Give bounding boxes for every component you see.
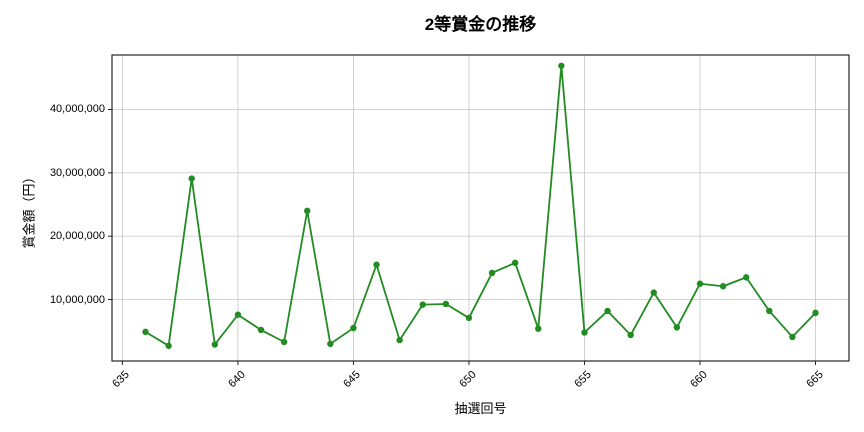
data-point-marker [165,342,172,349]
data-point-marker [581,329,588,336]
data-point-marker [234,311,242,318]
y-tick-label: 30,000,000 [49,166,105,179]
chart-title: 2等賞金の推移 [424,15,537,34]
data-point-marker [789,333,796,341]
data-point-marker [350,324,357,332]
data-point-marker [419,301,426,308]
data-line [145,64,817,347]
data-point-marker [535,325,542,332]
data-point-marker [812,309,819,317]
x-axis-label: 抽選回号 [454,401,507,416]
data-point-marker [304,207,311,215]
data-point-marker [650,289,657,296]
data-point-marker [742,274,750,281]
data-point-marker [766,307,773,315]
data-point-marker [696,280,704,287]
data-point-marker [257,326,265,334]
data-point-marker [719,283,727,290]
axes-frame [111,54,850,362]
data-point-marker [142,328,149,336]
y-tick-label: 40,000,000 [49,103,105,116]
data-point-marker [211,341,219,348]
data-point-marker [327,340,334,348]
data-point-marker [604,307,611,315]
data-point-marker [465,314,473,322]
data-point-marker [280,338,288,346]
data-point-marker [442,300,450,308]
data-point-marker [673,324,681,331]
data-point-marker [627,331,634,339]
data-point-marker [373,261,380,268]
y-tick-label: 10,000,000 [49,293,105,306]
data-point-marker [188,175,195,182]
data-point-marker [511,259,519,267]
y-tick-label: 20,000,000 [49,230,105,243]
data-point-marker [396,336,403,344]
data-point-marker [488,269,496,277]
data-point-marker [558,62,565,69]
